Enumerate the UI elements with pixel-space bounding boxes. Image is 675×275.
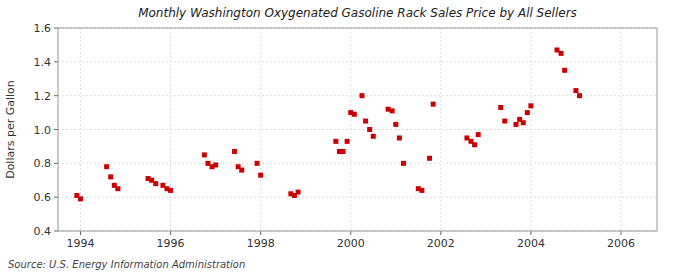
tick: [54, 61, 58, 62]
point: [472, 142, 477, 147]
point: [514, 122, 519, 127]
tick-label: 0.6: [34, 191, 52, 204]
plot-frame: [58, 28, 657, 231]
point: [401, 161, 406, 166]
point: [108, 174, 113, 179]
tick: [80, 231, 81, 235]
point: [153, 181, 158, 186]
tick: [530, 231, 531, 235]
point: [476, 132, 481, 137]
tick: [350, 231, 351, 235]
tick: [54, 28, 58, 29]
point: [390, 108, 395, 113]
tick-label: 1.4: [34, 56, 52, 69]
points: [74, 47, 582, 201]
point: [528, 103, 533, 108]
point: [345, 139, 350, 144]
grid-line: [58, 197, 657, 198]
tick: [54, 231, 58, 232]
point: [367, 127, 372, 132]
tick-label: 0.4: [34, 225, 52, 238]
point: [559, 51, 564, 56]
point: [341, 149, 346, 154]
point: [360, 93, 365, 98]
point: [393, 122, 398, 127]
tick-label: 2002: [427, 237, 455, 250]
point: [431, 102, 436, 107]
tick: [54, 95, 58, 96]
point: [104, 164, 109, 169]
grid-line: [440, 28, 441, 231]
axes: 1994 1996 1998 2000 2002 2004 2006 0.4 0.6 0.8 1.0…: [34, 22, 658, 250]
point: [168, 188, 173, 193]
point: [333, 139, 338, 144]
tick: [440, 231, 441, 235]
tick-label: 2006: [607, 237, 635, 250]
point: [521, 120, 526, 125]
tick: [170, 231, 171, 235]
tick-label: 1998: [247, 237, 275, 250]
tick-label: 1996: [157, 237, 185, 250]
tick: [54, 129, 58, 130]
point: [352, 112, 357, 117]
point: [239, 168, 244, 173]
grid-line: [620, 28, 621, 231]
point: [258, 173, 263, 178]
tick-label: 1.2: [34, 90, 52, 103]
chart: 1994 1996 1998 2000 2002 2004 2006 0.4 0.6 0.8 1.0…: [0, 0, 675, 275]
grid-line: [58, 95, 657, 96]
tick-label: 1.6: [34, 22, 52, 35]
grid-line: [58, 129, 657, 130]
point: [78, 196, 83, 201]
point: [296, 190, 301, 195]
annotation: Source: U.S. Energy Information Administ…: [8, 259, 245, 270]
point: [255, 161, 260, 166]
point: [371, 134, 376, 139]
point: [397, 135, 402, 140]
point: [577, 93, 582, 98]
point: [525, 110, 530, 115]
point: [562, 68, 567, 73]
tick-label: 1.0: [34, 124, 52, 137]
tick-label: 1994: [67, 237, 95, 250]
axis-label: Dollars per Gallon: [4, 80, 17, 179]
grid: [58, 28, 657, 231]
point: [202, 152, 207, 157]
tick-label: 0.8: [34, 157, 52, 170]
point: [213, 163, 218, 168]
point: [498, 105, 503, 110]
plot-area: [58, 28, 657, 231]
tick-label: 2004: [517, 237, 545, 250]
point: [419, 188, 424, 193]
point: [573, 88, 578, 93]
point: [232, 149, 237, 154]
grid-line: [58, 163, 657, 164]
tick: [260, 231, 261, 235]
grid-line: [260, 28, 261, 231]
point: [115, 186, 120, 191]
point: [363, 119, 368, 124]
point: [427, 156, 432, 161]
tick: [54, 197, 58, 198]
tick: [620, 231, 621, 235]
point: [502, 119, 507, 124]
tick-label: 2000: [337, 237, 365, 250]
title: Monthly Washington Oxygenated Gasoline R…: [138, 6, 577, 20]
grid-line: [58, 61, 657, 62]
tick: [54, 163, 58, 164]
